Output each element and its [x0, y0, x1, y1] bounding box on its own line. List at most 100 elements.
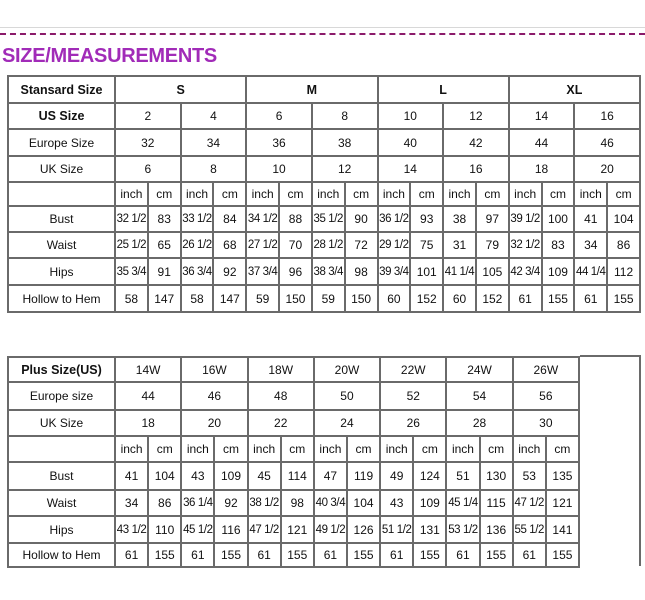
table-cell: 39 1/2	[507, 205, 543, 233]
table-row: US Size 2 4 6 8 10 12 14 16	[7, 102, 641, 130]
table-cell: 136	[478, 515, 514, 544]
unit-cm: cm	[540, 181, 576, 207]
table-cell: 39 3/4	[376, 257, 412, 286]
table-cell: 147	[146, 284, 182, 313]
unit-cm: cm	[343, 181, 379, 207]
table-cell: 75	[409, 231, 445, 259]
table-cell: 40	[376, 128, 445, 157]
table-header-row: Stansard Size S M L XL	[7, 75, 642, 104]
table-cell: 34	[113, 489, 150, 517]
table-cell: 36	[245, 128, 313, 157]
table-row: Bust 41 104 43 109 45 114 47 119 49 124 51 130 53 135	[7, 461, 581, 491]
table-cell: 35 1/2	[310, 205, 346, 233]
table-cell: 54	[445, 381, 514, 411]
empty-cell	[7, 181, 116, 207]
table-cell: 109	[412, 489, 448, 517]
table-cell: 47 1/2	[246, 515, 282, 544]
table-cell: 49	[379, 461, 415, 491]
table-cell: 41	[573, 205, 609, 233]
table-cell: 32 1/2	[114, 205, 149, 233]
table-cell: 124	[412, 461, 448, 491]
table-cell: 70	[278, 231, 313, 259]
table-cell: 14	[376, 155, 445, 183]
table-cell: 53	[511, 461, 547, 491]
unit-cm: cm	[279, 435, 315, 463]
divider-line	[0, 27, 645, 28]
table-cell: 92	[212, 257, 248, 286]
table-cell: 155	[544, 542, 581, 568]
unit-cm: cm	[474, 181, 510, 207]
table-cell: 61	[507, 284, 543, 313]
table-cell: 121	[279, 515, 315, 544]
table-cell: 91	[146, 257, 182, 286]
row-label: UK Size	[7, 155, 116, 183]
table-cell: 14	[507, 102, 576, 130]
table-row: Bust 32 1/2 83 33 1/2 84 34 1/2 88 35 1/2 90 36 1…	[7, 205, 641, 233]
table-cell: 61	[312, 542, 348, 568]
table-cell: 45	[246, 461, 282, 491]
table-cell: 38	[310, 128, 379, 157]
table-cell: 79	[474, 231, 510, 259]
table-cell: 30	[511, 409, 581, 437]
unit-inch: inch	[573, 181, 609, 207]
size-header: 24W	[445, 356, 514, 383]
table-cell: 155	[606, 284, 641, 313]
table-cell: 110	[147, 515, 183, 544]
table-cell: 45 1/4	[445, 489, 481, 517]
table-cell: 72	[343, 231, 379, 259]
table-cell: 22	[246, 409, 315, 437]
row-label: Hips	[7, 515, 116, 544]
table-cell: 147	[212, 284, 248, 313]
unit-inch: inch	[179, 181, 215, 207]
table-cell: 48	[246, 381, 315, 411]
table-cell: 100	[540, 205, 576, 233]
table-cell: 28 1/2	[310, 231, 346, 259]
table-cell: 28	[445, 409, 514, 437]
table-cell: 41	[113, 461, 150, 491]
table-cell: 43	[180, 461, 216, 491]
table-cell: 20	[573, 155, 641, 183]
table-cell: 86	[147, 489, 183, 517]
table-cell: 60	[376, 284, 412, 313]
table-cell: 155	[540, 284, 576, 313]
row-label: US Size	[7, 102, 116, 130]
table-cell: 43 1/2	[113, 515, 150, 544]
row-label: Waist	[7, 489, 116, 517]
unit-cm: cm	[544, 435, 581, 463]
table-cell: 35 3/4	[114, 257, 149, 286]
size-group-header: M	[245, 75, 379, 104]
unit-cm: cm	[278, 181, 313, 207]
size-group-header: L	[376, 75, 510, 104]
table-cell: 60	[442, 284, 477, 313]
table-cell: 59	[245, 284, 281, 313]
table-cell: 53 1/2	[445, 515, 481, 544]
table-cell: 119	[345, 461, 382, 491]
plus-size-table: Plus Size(US) 14W 16W 18W 20W 22W 24W 26W Europe…	[7, 356, 581, 568]
size-header: 16W	[180, 356, 249, 383]
table-cell: 105	[474, 257, 510, 286]
table-cell: 29 1/2	[376, 231, 412, 259]
table-cell: 47	[312, 461, 348, 491]
table-cell: 155	[213, 542, 249, 568]
table-cell: 20	[180, 409, 249, 437]
table-cell: 126	[345, 515, 382, 544]
table-cell: 51 1/2	[379, 515, 415, 544]
table-cell: 38 3/4	[310, 257, 346, 286]
table-cell: 44 1/4	[573, 257, 609, 286]
unit-inch: inch	[511, 435, 547, 463]
table-cell: 155	[478, 542, 514, 568]
table-row: Hollow to Hem 61 155 61 155 61 155 61 155 61 155 61…	[7, 542, 581, 568]
unit-cm: cm	[412, 435, 448, 463]
row-label: Hips	[7, 257, 116, 286]
table-cell: 88	[278, 205, 313, 233]
table-row: UK Size 6 8 10 12 14 16 18 20	[7, 155, 641, 183]
table-cell: 46	[180, 381, 249, 411]
table-cell: 36 1/4	[180, 489, 216, 517]
table-cell: 104	[606, 205, 641, 233]
size-header: 18W	[246, 356, 315, 383]
unit-inch: inch	[246, 435, 282, 463]
size-header: 22W	[379, 356, 448, 383]
table-cell: 37 3/4	[245, 257, 281, 286]
row-label: Plus Size(US)	[7, 356, 116, 383]
table-cell: 155	[147, 542, 183, 568]
